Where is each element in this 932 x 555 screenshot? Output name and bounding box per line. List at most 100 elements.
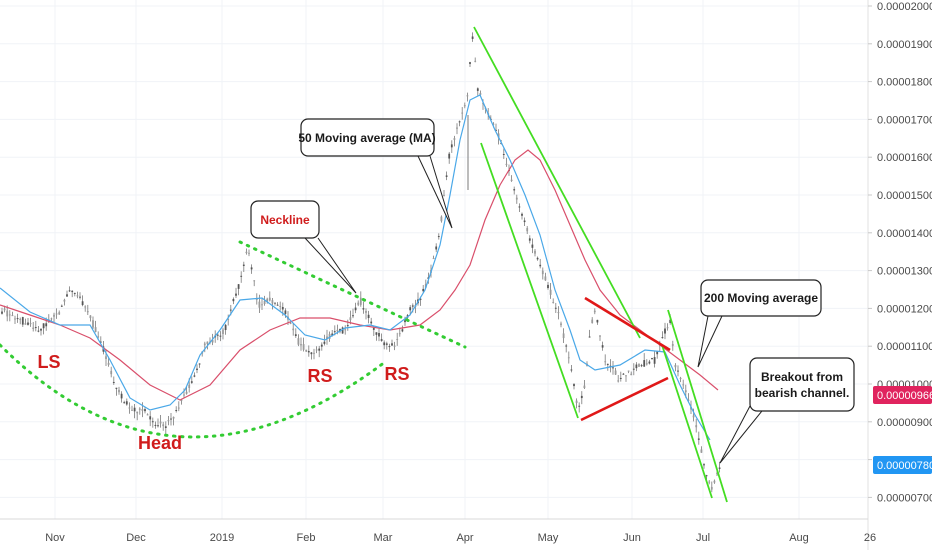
candle-body	[40, 328, 42, 331]
candle-body	[138, 408, 141, 410]
candle-body	[632, 368, 635, 370]
candle-body	[162, 424, 165, 427]
candle-body	[68, 290, 71, 292]
candle-body	[703, 464, 705, 466]
candle-body	[450, 144, 453, 148]
candle-body	[300, 344, 302, 346]
candle-body	[331, 333, 334, 336]
candle-body	[604, 361, 607, 363]
candle-body	[578, 405, 581, 407]
candle-body	[203, 343, 206, 346]
candle-body	[284, 310, 287, 314]
candle-body	[344, 329, 347, 331]
ma50-callout: 50 Moving average (MA)	[298, 118, 453, 229]
x-axis[interactable]: Nov Dec 2019 Feb Mar Apr May Jun Jul Aug 26	[45, 532, 876, 544]
candle-body	[92, 320, 94, 328]
candle-body	[73, 292, 76, 294]
candle-body	[601, 345, 604, 348]
candle-body	[107, 362, 110, 365]
candle-body	[466, 95, 469, 97]
candle-body	[206, 341, 209, 345]
drawings-layer	[0, 26, 728, 503]
candle-body	[544, 276, 547, 281]
candle-body	[674, 364, 677, 368]
candle-body	[136, 411, 139, 414]
candle-body	[357, 302, 360, 305]
candle-body	[232, 298, 235, 302]
x-tick-label: 26	[864, 532, 876, 544]
ma200-callout-text: 200 Moving average	[704, 291, 818, 305]
candle-body	[552, 301, 555, 304]
candle-body	[193, 375, 196, 377]
candle-body	[510, 179, 513, 182]
candle-body	[492, 123, 495, 125]
candle-body	[16, 318, 19, 320]
candle-body	[255, 298, 258, 300]
candle-body	[653, 357, 656, 364]
candle-body	[567, 357, 570, 359]
candle-body	[172, 416, 175, 419]
neckline-dotted	[238, 240, 467, 349]
candle-body	[617, 380, 620, 382]
candle-body	[159, 421, 162, 424]
channel-upper-2	[667, 309, 728, 503]
candle-body	[79, 296, 81, 298]
breakout-callout-box	[749, 357, 855, 412]
candle-body	[258, 301, 261, 308]
candle-body	[549, 289, 552, 295]
ma200-price-badge: 0.00000966	[873, 386, 932, 404]
candle-body	[495, 129, 497, 131]
candle-body	[71, 290, 74, 293]
candle-body	[422, 288, 425, 292]
candle-body	[476, 88, 479, 91]
candle-body	[523, 220, 526, 223]
last-price-badge-background	[873, 456, 932, 474]
triangle-upper	[584, 296, 671, 352]
candle-body	[313, 352, 315, 354]
candle-body	[463, 105, 466, 107]
candle-body	[242, 264, 245, 266]
ma200-badge-background	[873, 386, 932, 404]
candle-body	[53, 314, 55, 317]
candle-body	[682, 384, 685, 386]
candle-body	[118, 389, 120, 393]
candle-body	[643, 360, 646, 367]
candle-body	[554, 307, 557, 309]
candle-body	[679, 377, 682, 379]
candle-body	[274, 302, 276, 304]
candle-body	[695, 425, 698, 428]
candle-body	[515, 197, 518, 200]
candle-body	[131, 409, 133, 411]
candle-body	[409, 307, 412, 311]
candle-body	[66, 294, 68, 297]
candle-body	[94, 327, 97, 332]
candle-body	[81, 301, 84, 306]
candle-body	[671, 344, 674, 346]
candle-body	[149, 416, 152, 420]
y-tick-label: 0.00001400	[877, 228, 932, 240]
candle-body	[380, 339, 383, 341]
candle-body	[367, 314, 370, 319]
breakout-callout-text: Breakout from bearish channel.	[755, 370, 850, 400]
candle-body	[375, 332, 378, 335]
candle-body	[310, 352, 313, 355]
candle-body	[697, 438, 700, 440]
candle-body	[58, 312, 61, 315]
hs-base-dotted-arc	[0, 343, 387, 439]
neckline-callout-box	[250, 200, 320, 239]
y-tick-label: 0.00001700	[877, 114, 932, 126]
candle-body	[419, 298, 422, 300]
candle-body	[474, 60, 477, 62]
candle-body	[677, 370, 679, 372]
candle-body	[536, 257, 539, 260]
candle-body	[105, 356, 107, 359]
candle-body	[560, 323, 562, 326]
candle-body	[3, 308, 6, 311]
gridlines	[0, 0, 868, 519]
candle-body	[271, 300, 274, 304]
candle-body	[123, 402, 126, 404]
candle-body	[227, 318, 230, 320]
candle-body	[557, 312, 560, 314]
y-axis[interactable]: 0.000007000.000008000.000009000.00001000…	[868, 1, 932, 504]
